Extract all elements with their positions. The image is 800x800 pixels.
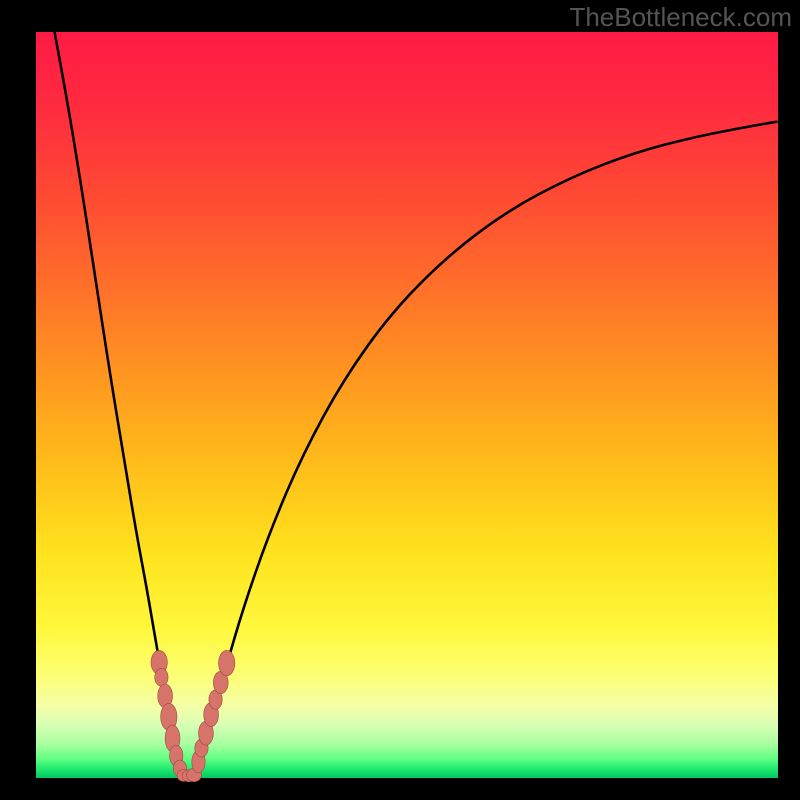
data-marker bbox=[155, 668, 168, 686]
curve-layer bbox=[36, 32, 778, 778]
bottleneck-curve-right bbox=[187, 122, 778, 778]
watermark-label: TheBottleneck.com bbox=[569, 2, 792, 33]
chart-container: TheBottleneck.com bbox=[0, 0, 800, 800]
data-markers bbox=[151, 650, 235, 781]
data-marker bbox=[219, 650, 235, 675]
plot-area bbox=[36, 32, 778, 778]
